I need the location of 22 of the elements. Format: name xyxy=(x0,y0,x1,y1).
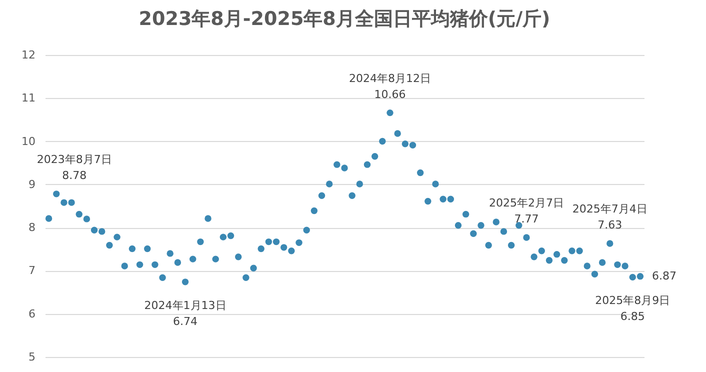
y-tick-label: 11 xyxy=(22,92,36,105)
data-label: 8.78 xyxy=(62,168,87,182)
data-label: 6.87 xyxy=(652,269,676,282)
y-tick-label: 5 xyxy=(28,350,36,364)
chart-title: 2023年8月-2025年8月全国日平均猪价(元/斤) xyxy=(138,8,550,30)
annotation: 2025年7月4日 xyxy=(572,202,648,216)
y-tick-label: 9 xyxy=(28,178,36,191)
data-label: 7.63 xyxy=(598,218,622,232)
annotation: 2024年1月13日 xyxy=(144,298,226,312)
data-label: 6.85 xyxy=(620,310,645,324)
y-tick-label: 12 xyxy=(22,48,36,62)
y-tick-label: 8 xyxy=(28,221,36,234)
annotation: 2024年8月12日 xyxy=(348,72,431,85)
y-tick-label: 6 xyxy=(28,307,36,320)
annotation: 2023年8月7日 xyxy=(36,152,112,166)
y-tick-label: 10 xyxy=(22,134,36,148)
annotation: 2025年2月7日 xyxy=(488,196,564,210)
data-label: 7.77 xyxy=(514,212,539,226)
data-label: 6.74 xyxy=(173,314,198,328)
data-label: 10.66 xyxy=(374,88,406,101)
y-tick-label: 7 xyxy=(28,264,36,278)
annotation: 2025年8月9日 xyxy=(595,294,670,308)
